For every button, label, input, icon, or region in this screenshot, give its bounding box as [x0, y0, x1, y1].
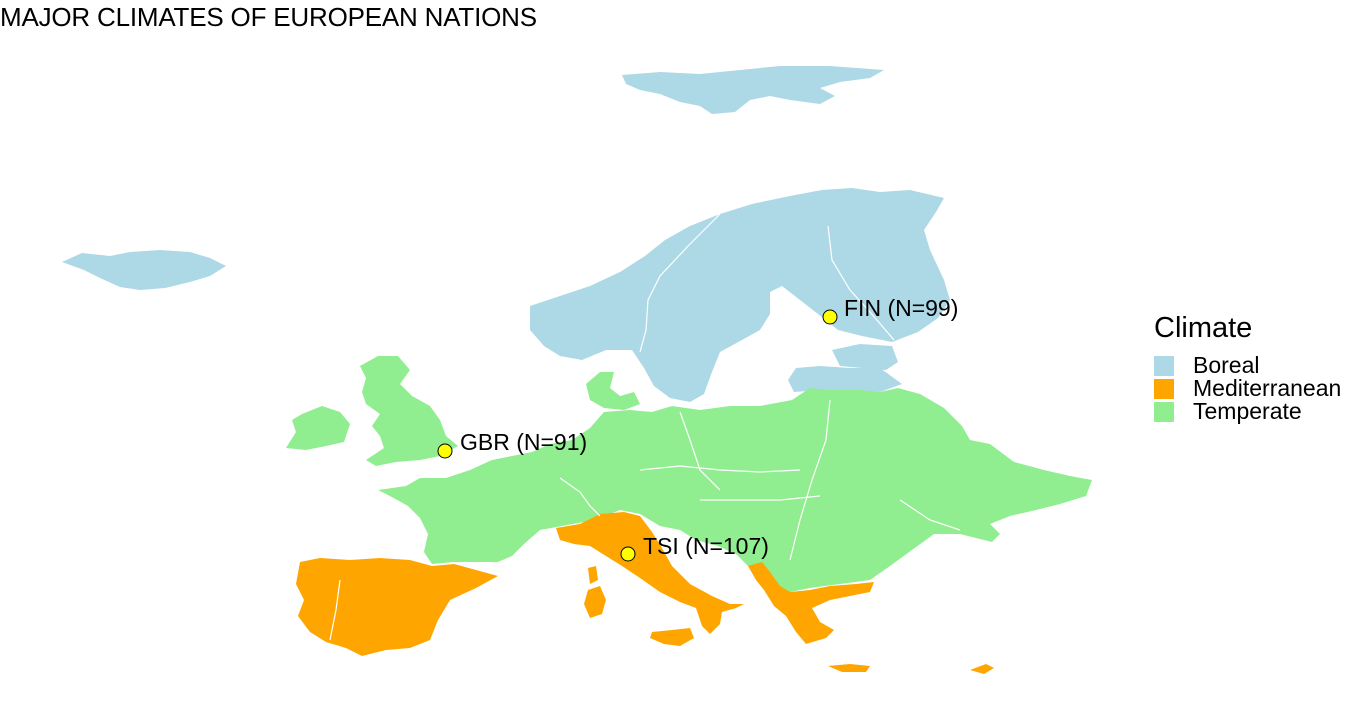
boreal-regions [62, 66, 950, 402]
legend-label-temperate: Temperate [1193, 398, 1302, 424]
legend-item-temperate: Temperate [1154, 398, 1341, 424]
legend-label-boreal: Boreal [1193, 352, 1260, 378]
iberia [296, 558, 498, 656]
latvia [788, 366, 902, 392]
legend-label-mediterranean: Mediterranean [1193, 375, 1342, 401]
legend-swatch-boreal [1154, 355, 1174, 376]
marker-tsi[interactable]: TSI (N=107) [620, 533, 769, 562]
legend-item-mediterranean: Mediterranean [1154, 375, 1342, 401]
great-britain [360, 356, 458, 466]
country-borders [329, 213, 961, 641]
marker-gbr-dot[interactable] [437, 443, 453, 459]
marker-tsi-dot[interactable] [620, 546, 636, 562]
svalbard [622, 66, 884, 114]
map-title: MAJOR CLIMATES OF EUROPEAN NATIONS [0, 2, 537, 32]
scandinavia [530, 188, 950, 402]
temperate-regions [286, 356, 1092, 592]
legend: Climate Boreal Mediterranean Temperate [1154, 312, 1342, 424]
cyprus [970, 664, 994, 674]
corsica [588, 566, 598, 584]
ireland [286, 406, 350, 450]
legend-title: Climate [1154, 312, 1253, 344]
marker-fin-label: FIN (N=99) [844, 295, 958, 321]
crete [828, 664, 870, 672]
denmark [586, 372, 640, 410]
mainland-temperate [378, 388, 1092, 592]
marker-tsi-label: TSI (N=107) [643, 533, 769, 559]
legend-swatch-temperate [1154, 401, 1174, 422]
mediterranean-regions [296, 512, 994, 674]
iceland [62, 250, 226, 290]
sicily [650, 628, 694, 646]
balkans-greece [748, 562, 874, 644]
legend-item-boreal: Boreal [1154, 352, 1341, 378]
italy [556, 512, 744, 634]
legend-swatch-mediterranean [1154, 378, 1174, 399]
marker-fin[interactable]: FIN (N=99) [822, 295, 958, 325]
sardinia [584, 586, 606, 618]
marker-gbr-label: GBR (N=91) [460, 429, 587, 455]
marker-gbr[interactable]: GBR (N=91) [437, 429, 587, 459]
estonia [832, 344, 898, 370]
marker-fin-dot[interactable] [822, 309, 838, 325]
